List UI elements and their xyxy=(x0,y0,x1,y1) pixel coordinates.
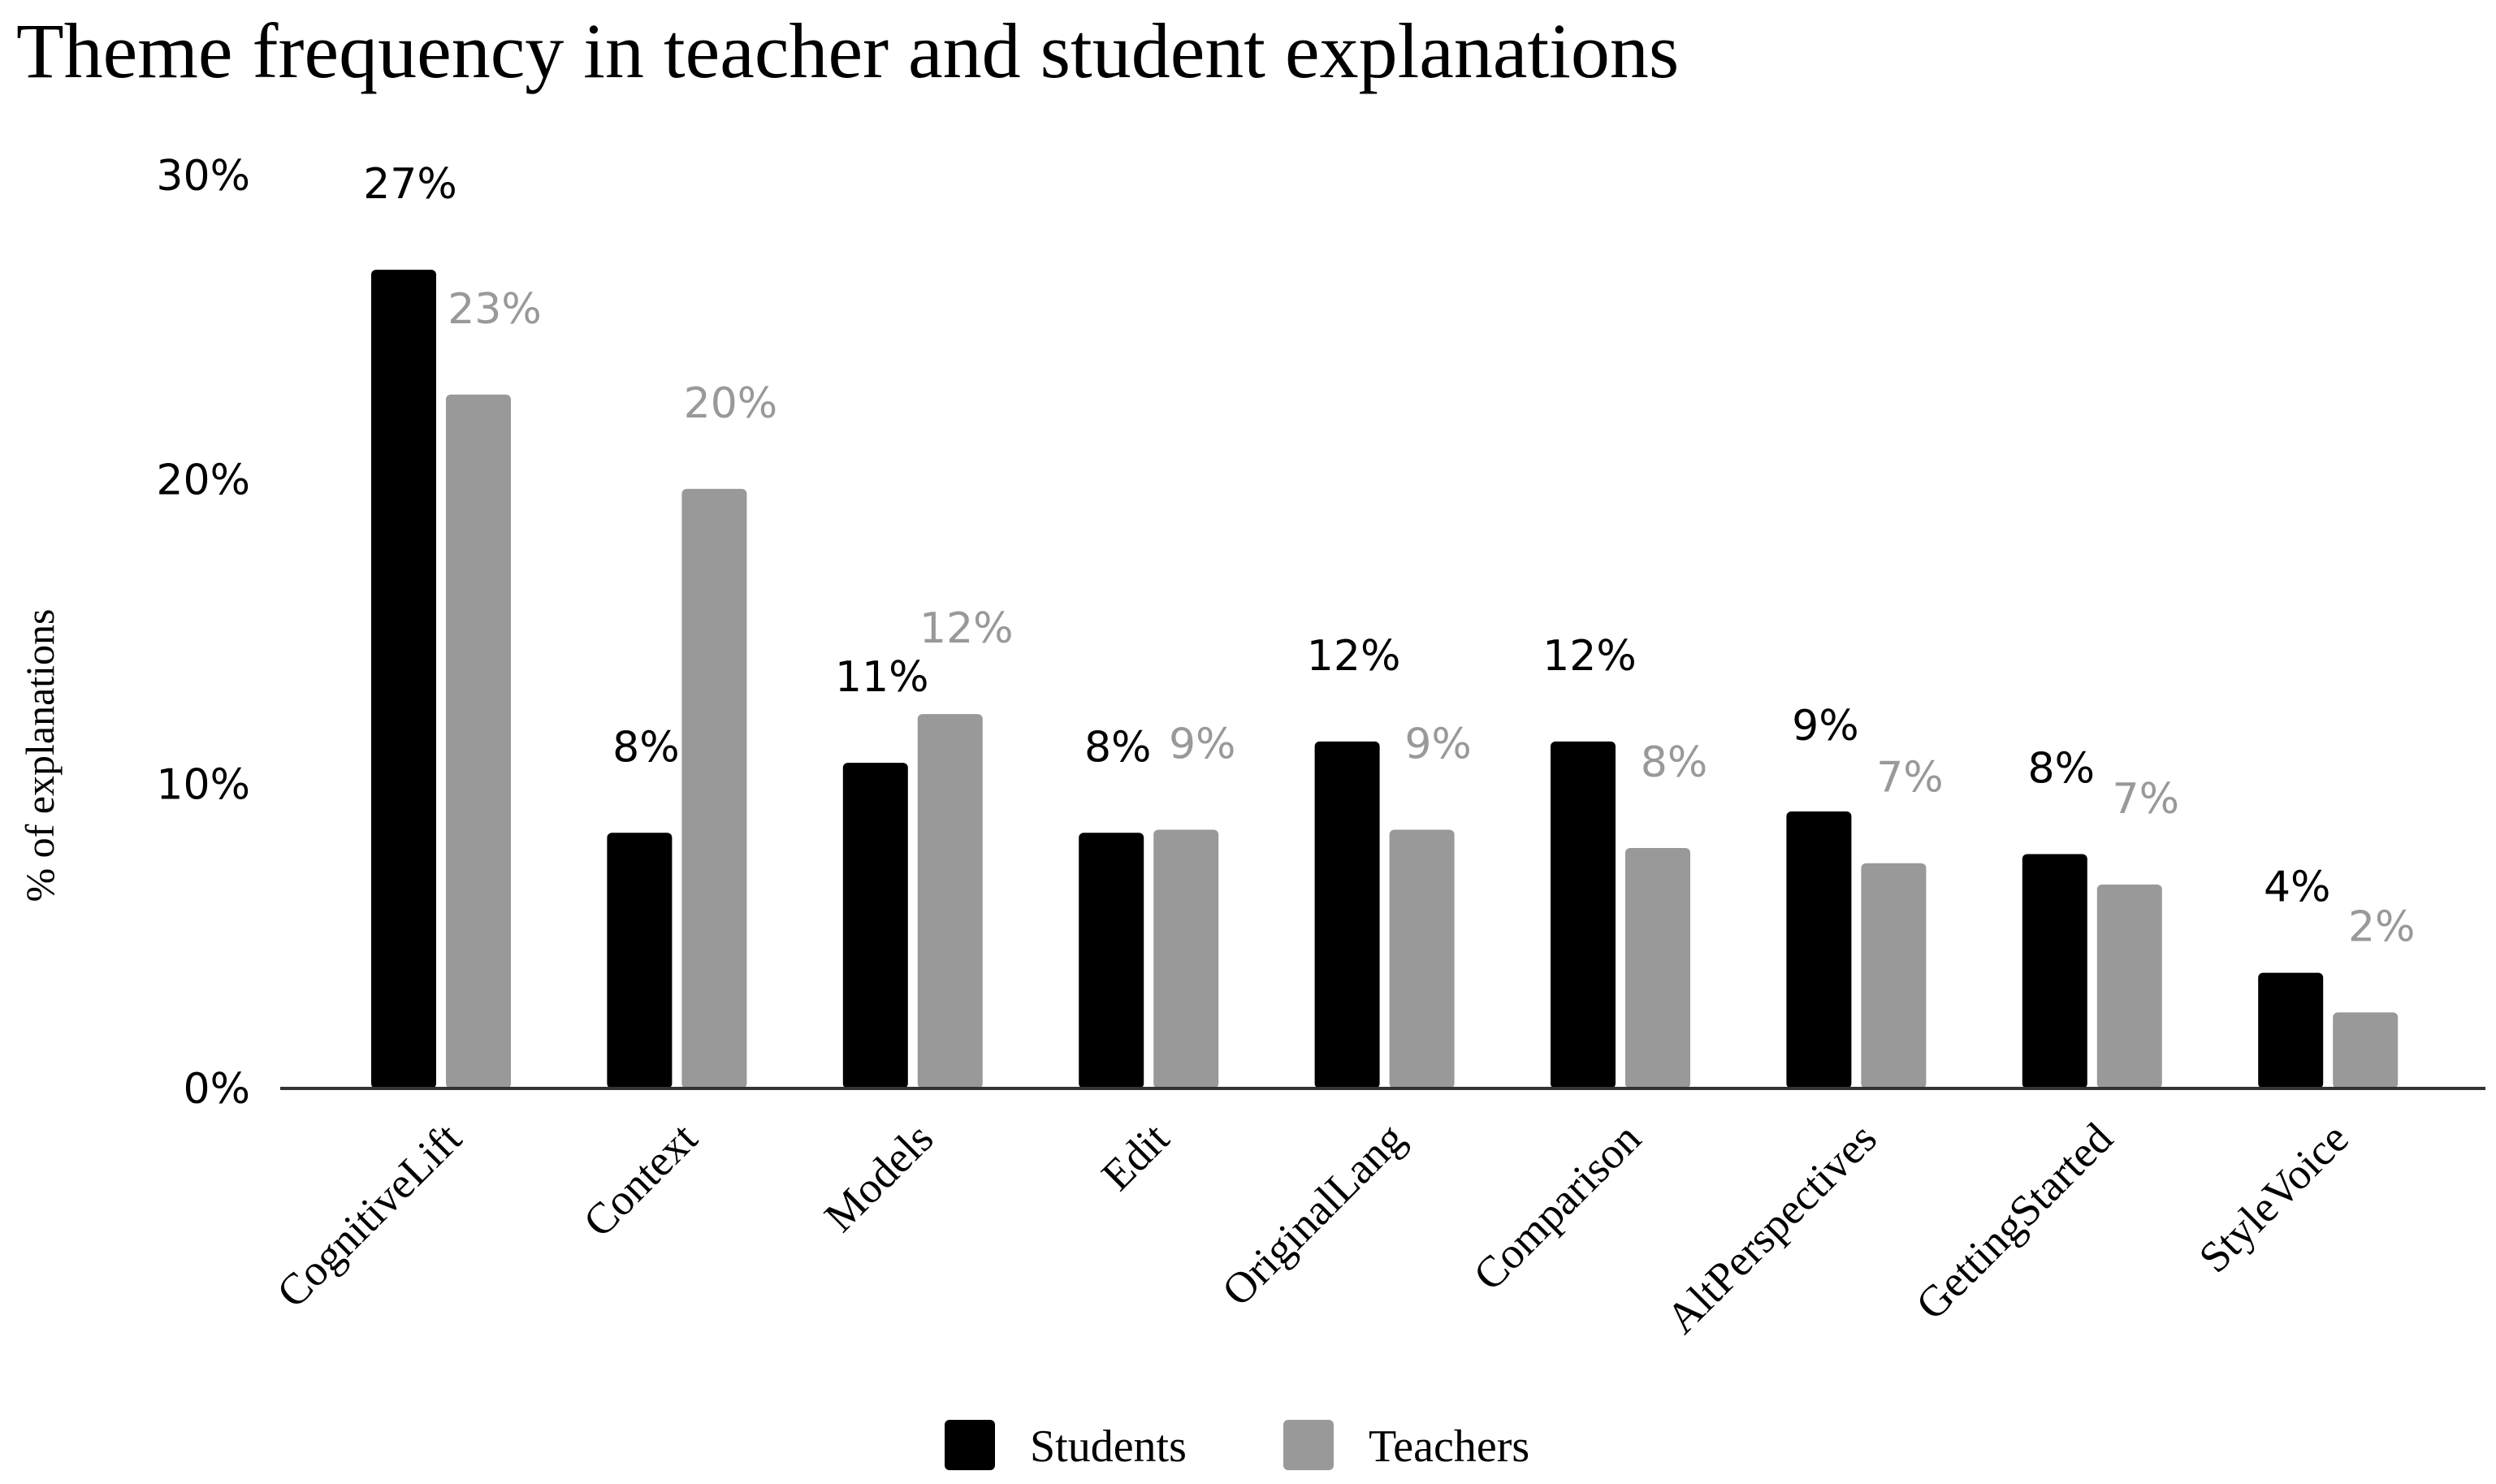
bar-teachers-cognitivelift xyxy=(446,395,511,1088)
legend-label-students: Students xyxy=(1030,1421,1187,1472)
data-label-teachers-edit: 9% xyxy=(1169,720,1236,769)
bar-students-comparison xyxy=(1551,742,1616,1088)
x-tick-label-comparison: Comparison xyxy=(1464,1114,1650,1300)
bar-teachers-stylevoice xyxy=(2333,1012,2398,1088)
bar-students-context xyxy=(607,833,672,1088)
data-label-students-models: 11% xyxy=(835,653,929,702)
bar-teachers-context xyxy=(681,489,746,1088)
bar-teachers-originallang xyxy=(1390,830,1455,1088)
legend-label-teachers: Teachers xyxy=(1369,1421,1529,1472)
y-tick-label: 20% xyxy=(156,456,250,505)
data-label-teachers-cognitivelift: 23% xyxy=(448,285,542,334)
data-label-teachers-stylevoice: 2% xyxy=(2348,902,2416,951)
data-label-teachers-altperspectives: 7% xyxy=(1876,754,1944,803)
legend-swatch-teachers xyxy=(1283,1420,1334,1470)
legend-swatch-students xyxy=(945,1420,995,1470)
x-tick-label-context: Context xyxy=(574,1114,707,1246)
bar-students-gettingstarted xyxy=(2022,854,2087,1088)
data-label-students-cognitivelift: 27% xyxy=(363,160,457,209)
bar-students-originallang xyxy=(1315,742,1380,1088)
data-label-teachers-comparison: 8% xyxy=(1641,738,1708,787)
x-tick-label-edit: Edit xyxy=(1092,1114,1179,1200)
data-label-students-stylevoice: 4% xyxy=(2264,863,2331,912)
x-tick-label-altperspectives: AltPerspectives xyxy=(1657,1114,1886,1343)
y-tick-label: 10% xyxy=(156,760,250,809)
data-label-students-context: 8% xyxy=(612,723,680,772)
x-axis-ticks: CognitiveLift Context Models Edit OriginalLa… xyxy=(267,1114,2357,1343)
bar-teachers-edit xyxy=(1153,830,1218,1088)
data-label-teachers-originallang: 9% xyxy=(1404,720,1472,769)
legend: Students Teachers xyxy=(945,1420,1529,1472)
bar-teachers-altperspectives xyxy=(1861,863,1926,1088)
x-tick-label-gettingstarted: GettingStarted xyxy=(1906,1114,2122,1329)
data-label-students-altperspectives: 9% xyxy=(1792,702,1859,751)
y-tick-label: 30% xyxy=(156,152,250,201)
bar-students-models xyxy=(843,763,908,1088)
bar-students-stylevoice xyxy=(2258,973,2323,1088)
chart-title: Theme frequency in teacher and student e… xyxy=(16,7,1679,94)
data-label-teachers-models: 12% xyxy=(919,604,1014,653)
bar-teachers-models xyxy=(918,714,983,1088)
data-label-students-edit: 8% xyxy=(1084,723,1152,772)
data-labels-group: 27%23%8%20%11%12%8% 9%12%9%12%8%9%7% 8%7%4… xyxy=(363,160,2415,951)
y-tick-label: 0% xyxy=(184,1065,251,1114)
x-tick-label-cognitivelift: CognitiveLift xyxy=(267,1114,470,1317)
data-label-students-comparison: 12% xyxy=(1542,632,1637,681)
y-axis-ticks: 0% 10% 20% 30% xyxy=(156,152,250,1114)
x-tick-label-stylevoice: StyleVoice xyxy=(2190,1114,2358,1282)
data-label-teachers-context: 20% xyxy=(684,379,778,428)
bar-students-altperspectives xyxy=(1786,811,1851,1088)
bar-teachers-comparison xyxy=(1625,848,1690,1088)
data-label-students-originallang: 12% xyxy=(1307,632,1401,681)
bar-students-edit xyxy=(1079,833,1144,1088)
x-tick-label-originallang: OriginalLang xyxy=(1213,1114,1414,1315)
bar-teachers-gettingstarted xyxy=(2097,885,2162,1088)
y-axis-label: % of explanations xyxy=(17,608,63,902)
data-label-students-gettingstarted: 8% xyxy=(2028,745,2096,794)
data-label-teachers-gettingstarted: 7% xyxy=(2113,775,2180,824)
bar-students-cognitivelift xyxy=(371,270,436,1088)
x-tick-label-models: Models xyxy=(815,1114,942,1241)
